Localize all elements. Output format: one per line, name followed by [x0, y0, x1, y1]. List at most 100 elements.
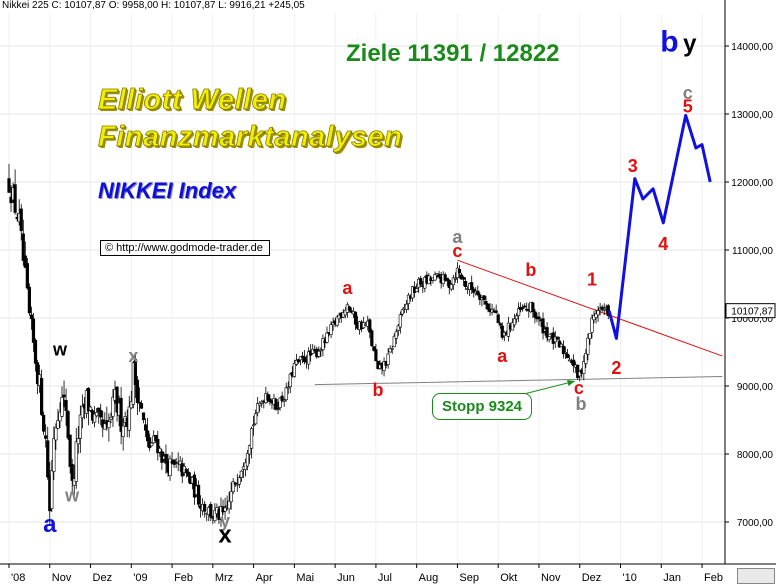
candle-body [461, 277, 466, 280]
candle-body [252, 424, 256, 427]
candle-body [107, 421, 111, 429]
candle-body [27, 286, 31, 314]
wave-label-red: a [497, 346, 508, 366]
candle-body [396, 325, 400, 331]
wave-label-red: 3 [628, 156, 638, 176]
wave-label-blue: a [43, 511, 57, 538]
candle-body [294, 359, 299, 365]
candle-body [463, 280, 468, 288]
candle-body [46, 440, 50, 478]
wave-label-gray: x [128, 346, 138, 366]
candle-body [115, 386, 119, 413]
candle-body [219, 506, 223, 520]
candle-body [52, 438, 56, 472]
candle-body [506, 322, 510, 337]
x-tick-label: Sep [459, 572, 479, 584]
candle-body [68, 434, 72, 467]
candle-body [512, 318, 517, 326]
candle-body [447, 280, 451, 289]
candle-body [209, 504, 213, 518]
candle-body [66, 411, 70, 439]
candle-body [111, 396, 115, 417]
x-tick-label: Jan [663, 572, 681, 584]
wave-label-black: w [52, 339, 68, 359]
candle-body [33, 339, 38, 364]
x-tick-label: Nov [52, 572, 72, 584]
wave-label-gray: c [683, 83, 693, 103]
candle-body [541, 318, 545, 334]
candle-body [394, 331, 398, 339]
wave-label-black: x [218, 521, 232, 548]
candle-body [99, 409, 103, 418]
candle-body [154, 434, 158, 442]
candle-body [510, 322, 515, 331]
candle-body [419, 278, 423, 285]
candle-body [25, 263, 29, 289]
candle-body [274, 399, 278, 410]
candle-body [203, 503, 207, 512]
candle-body [555, 336, 559, 340]
candle-body [390, 347, 394, 350]
candle-body [74, 441, 78, 482]
candle-body [184, 469, 188, 474]
last-price-box [725, 303, 776, 319]
candle-body [582, 361, 586, 374]
x-tick-label: Okt [500, 572, 517, 584]
forecast-path [607, 113, 712, 340]
trendline-layer [314, 259, 723, 386]
candle-body [392, 335, 396, 348]
candle-body [42, 414, 46, 432]
y-tick-label: 7000,00 [737, 518, 774, 529]
candle-body [227, 500, 231, 510]
x-tick-label: Aug [419, 572, 439, 584]
candle-body [292, 363, 296, 377]
candle-body [404, 303, 409, 310]
x-tick-label: Dez [93, 572, 113, 584]
candle-body [78, 414, 82, 439]
candle-body [235, 483, 239, 486]
candle-body [266, 394, 270, 401]
y-axis-panel [725, 0, 776, 585]
copyright-box[interactable]: © http://www.godmode-trader.de [100, 240, 270, 256]
candle-body [451, 277, 455, 286]
candle-body [288, 373, 292, 388]
candle-body [196, 484, 201, 505]
candle-body [547, 336, 551, 340]
x-tick-label: '08 [11, 572, 25, 584]
candle-body [372, 346, 376, 351]
candle-body [258, 403, 262, 406]
candle-body [398, 314, 402, 328]
candle-body [178, 460, 182, 465]
candle-body [382, 361, 386, 371]
x-tick-label: Jun [337, 572, 355, 584]
wave-label-black: y [683, 30, 697, 57]
scroll-button[interactable] [737, 568, 775, 584]
forecast-layer [511, 113, 712, 398]
candle-body [559, 343, 563, 347]
candle-body [516, 308, 521, 316]
candle-body [44, 435, 48, 439]
y-tick-label: 9000,00 [737, 382, 774, 393]
candle-body [500, 325, 504, 338]
candle-body [239, 470, 243, 478]
candle-body [168, 458, 172, 477]
candle-body [453, 278, 457, 280]
candle-body [537, 316, 541, 320]
x-tick-label: Dez [582, 572, 602, 584]
candle-body [325, 332, 329, 343]
candle-body [588, 333, 592, 339]
x-tick-label: Apr [256, 572, 273, 584]
candle-body [563, 351, 568, 354]
wave-label-red: c [574, 378, 584, 398]
candle-body [72, 478, 76, 486]
candle-body [54, 427, 58, 441]
candle-body [347, 306, 352, 311]
candle-body [150, 442, 154, 447]
candle-layer [7, 163, 610, 527]
candle-body [533, 311, 537, 318]
candle-body [97, 407, 101, 413]
candle-body [602, 308, 606, 311]
candle-body [121, 425, 125, 437]
candle-body [590, 317, 594, 333]
